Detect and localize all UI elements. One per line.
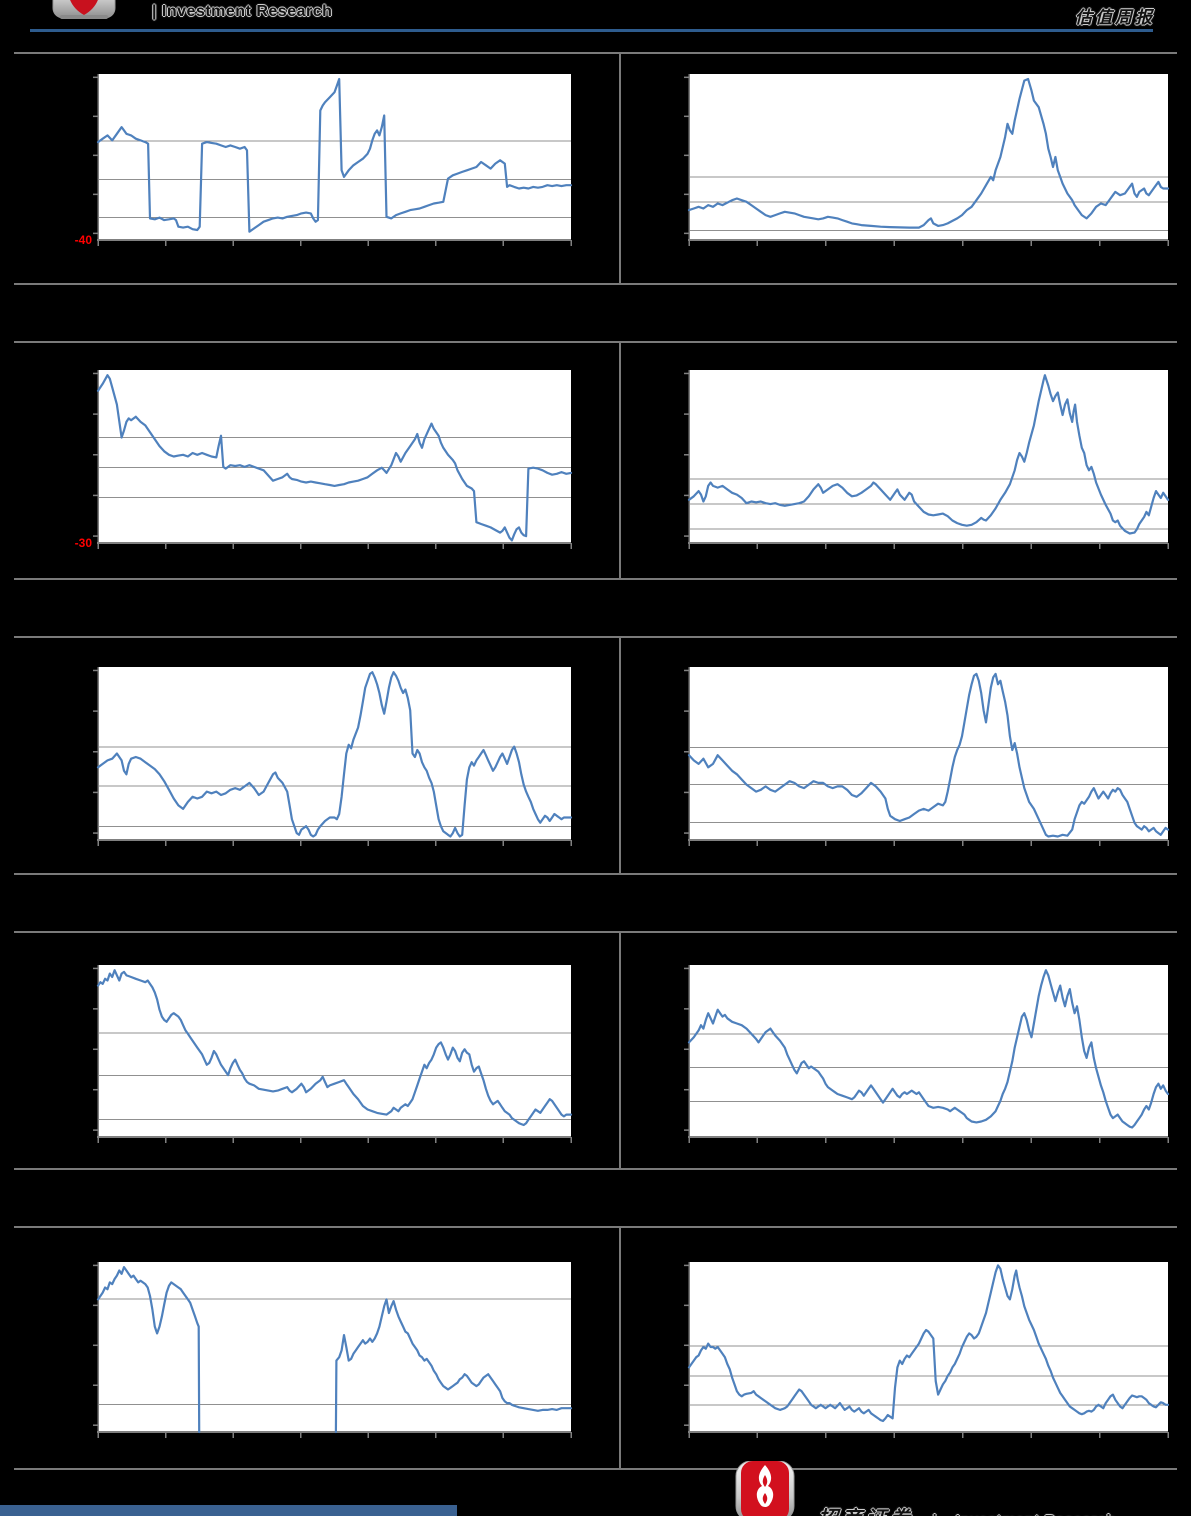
section-divider — [14, 873, 1177, 875]
line-chart — [93, 370, 573, 549]
data-series-line — [687, 1264, 1170, 1423]
column-divider — [619, 1226, 621, 1468]
footer-brand-icon — [735, 1460, 795, 1516]
chart-panel-row3-right — [659, 657, 1178, 870]
section-divider — [14, 578, 1177, 580]
plot-area — [689, 667, 1168, 840]
section-divider — [14, 1468, 1177, 1470]
column-divider — [619, 636, 621, 873]
footer-brand-svg — [735, 1460, 795, 1516]
plot-area — [689, 74, 1168, 240]
line-chart — [684, 965, 1170, 1143]
line-chart — [684, 1262, 1170, 1438]
section-divider — [14, 1168, 1177, 1170]
chart-panel-row1-right — [659, 64, 1178, 270]
data-series-line — [96, 671, 573, 838]
plot-area — [98, 965, 571, 1137]
chart-panel-row4-left — [68, 955, 581, 1167]
plot-area — [98, 667, 571, 840]
chart-panel-row5-left — [68, 1252, 581, 1462]
data-series-line — [687, 672, 1170, 838]
brand-logo-svg — [52, 0, 116, 19]
report-type-title: 估值周报 — [1075, 8, 1155, 28]
data-series-line — [687, 374, 1170, 535]
section-divider — [14, 341, 1177, 343]
plot-area — [98, 74, 571, 240]
chart-panel-row2-left: -30 — [68, 360, 581, 573]
section-divider — [14, 931, 1177, 933]
chart-panel-row3-left — [68, 657, 581, 870]
line-chart — [93, 74, 573, 246]
section-divider — [14, 636, 1177, 638]
plot-area — [689, 370, 1168, 543]
chart-panel-row2-right — [659, 360, 1178, 573]
line-chart — [684, 667, 1170, 846]
line-chart — [684, 370, 1170, 549]
data-series-line — [96, 1266, 201, 1434]
report-series-title: | Investment Research — [152, 3, 333, 20]
footer-brand-en: Investment Research — [956, 1512, 1116, 1516]
line-chart — [93, 667, 573, 846]
footer-brand-text: 招商证券 | Investment Research — [818, 1502, 1116, 1516]
footer-divider-mark: | — [932, 1512, 937, 1516]
data-series-line — [96, 374, 573, 542]
column-divider — [619, 931, 621, 1168]
line-chart — [93, 965, 573, 1143]
y-axis-label-negative: -40 — [74, 233, 92, 247]
data-series-line — [687, 969, 1170, 1129]
y-axis-label-negative: -30 — [74, 536, 92, 550]
footer-brand-cn: 招商证券 — [818, 1506, 914, 1516]
column-divider — [619, 52, 621, 283]
line-chart — [684, 74, 1170, 246]
plot-area — [689, 965, 1168, 1137]
data-series-line — [334, 1298, 573, 1434]
chart-panel-row4-right — [659, 955, 1178, 1167]
header-rule — [30, 29, 1153, 32]
brand-logo-icon — [52, 0, 116, 22]
section-divider — [14, 1226, 1177, 1228]
chart-panel-row1-left: -40 — [68, 64, 581, 270]
column-divider — [619, 341, 621, 578]
plot-area — [98, 370, 571, 543]
footer-accent-bar — [0, 1505, 457, 1516]
line-chart — [93, 1262, 573, 1438]
chart-panel-row5-right — [659, 1252, 1178, 1462]
data-series-line — [687, 77, 1170, 229]
section-divider — [14, 283, 1177, 285]
data-series-line — [96, 969, 573, 1127]
plot-area — [98, 1262, 571, 1432]
section-divider — [14, 52, 1177, 54]
data-series-line — [96, 77, 573, 233]
